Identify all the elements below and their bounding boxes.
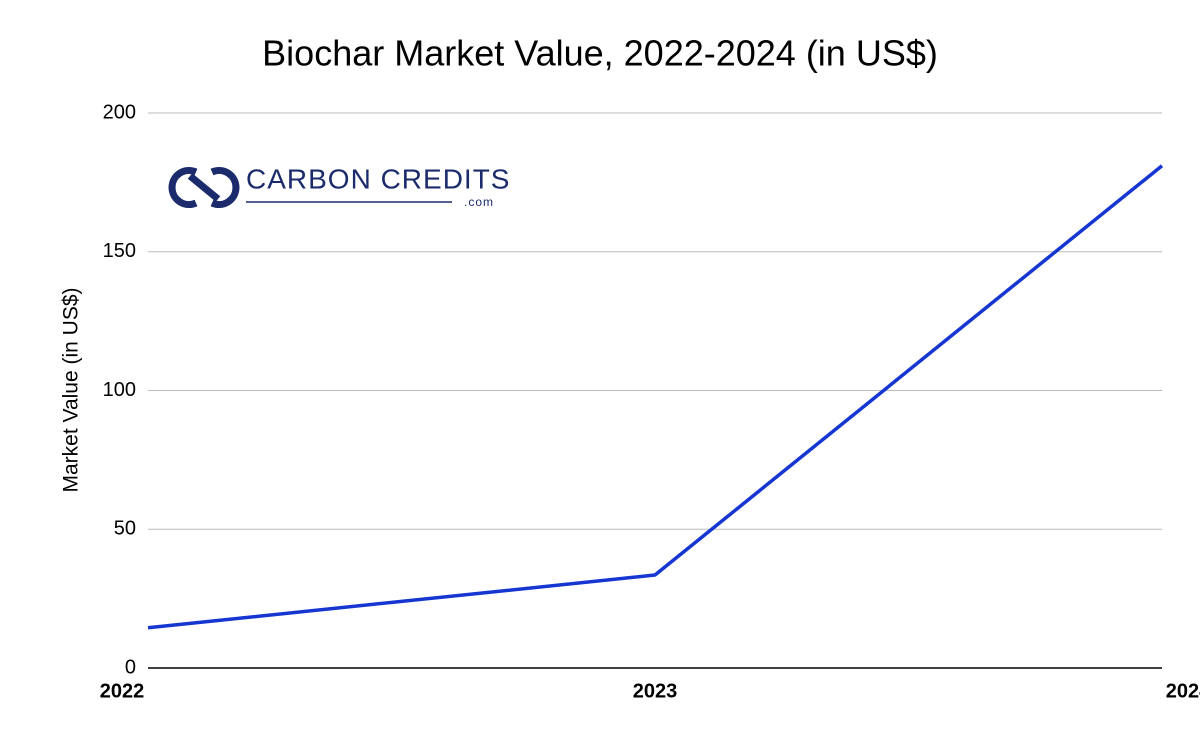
logo-name: CARBON CREDITS <box>246 163 510 194</box>
y-tick-label: 200 <box>103 101 136 123</box>
x-tick-label: 2024 <box>1166 680 1200 702</box>
line <box>147 164 1164 630</box>
x-tick-label: 2023 <box>633 680 678 702</box>
y-tick-label: 50 <box>114 518 136 540</box>
logo-suffix: .com <box>464 195 494 209</box>
logo: CARBON CREDITS .com <box>168 163 510 209</box>
chart-title: Biochar Market Value, 2022-2024 (in US$) <box>262 33 938 74</box>
y-tick-label: 0 <box>125 656 136 678</box>
logo-icon <box>168 167 240 208</box>
y-tick-label: 150 <box>103 240 136 262</box>
y-axis-label: Market Value (in US$) <box>60 287 83 492</box>
x-tick-label: 2022 <box>100 680 145 702</box>
y-tick-label: 100 <box>103 379 136 401</box>
